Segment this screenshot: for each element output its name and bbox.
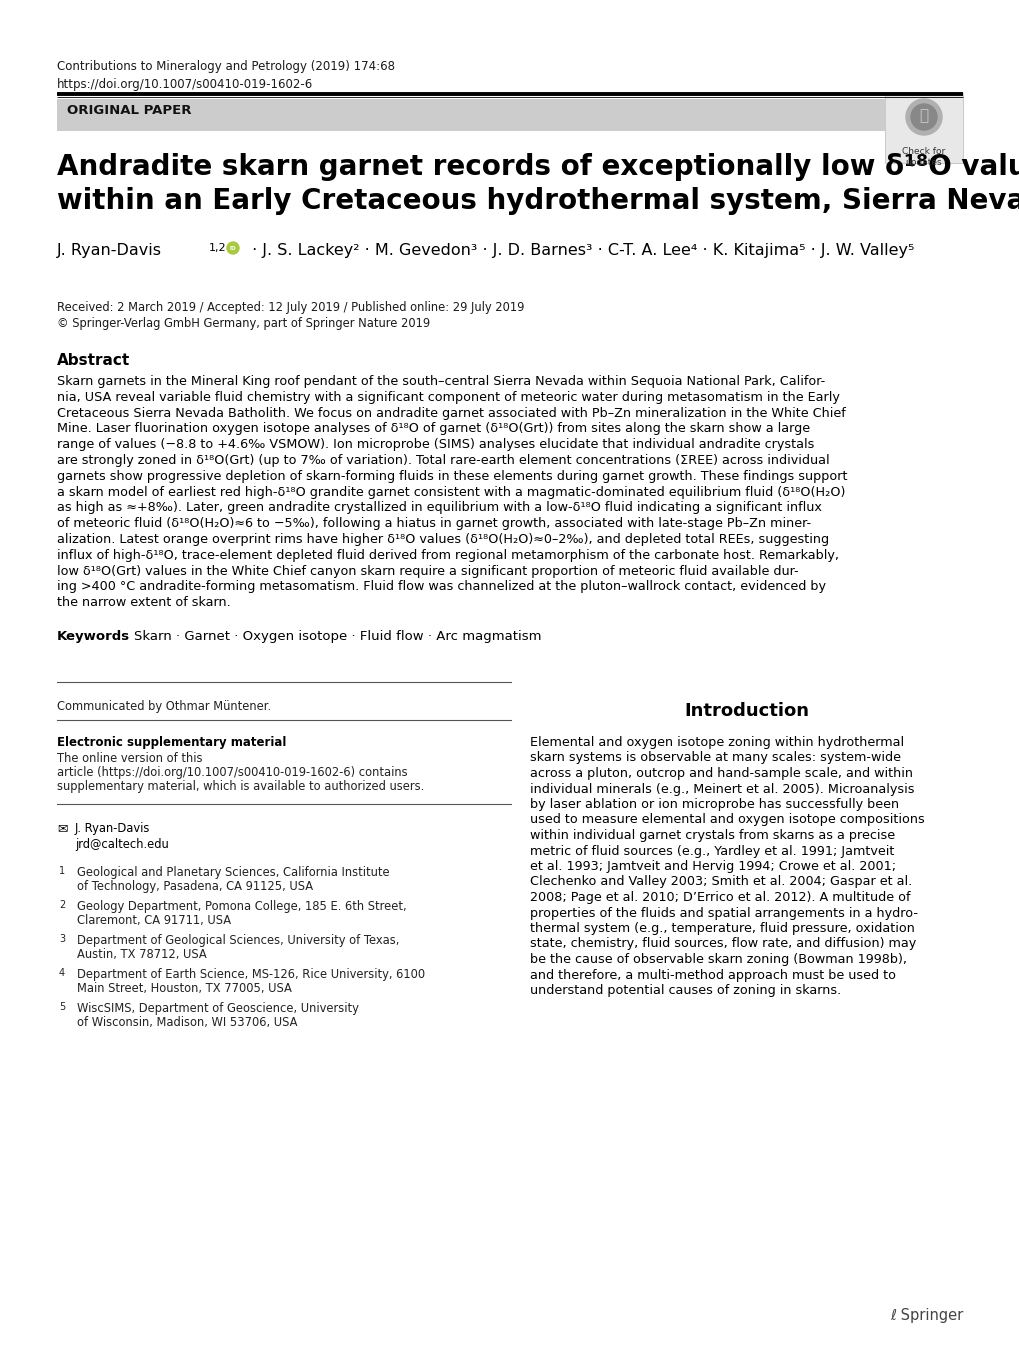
- Text: article (https://doi.org/10.1007/s00410-019-1602-6) contains: article (https://doi.org/10.1007/s00410-…: [57, 766, 408, 779]
- Text: Communicated by Othmar Müntener.: Communicated by Othmar Müntener.: [57, 701, 271, 713]
- Text: jrd@caltech.edu: jrd@caltech.edu: [75, 837, 168, 851]
- Text: https://doi.org/10.1007/s00410-019-1602-6: https://doi.org/10.1007/s00410-019-1602-…: [57, 79, 313, 91]
- Text: a skarn model of earliest red high-δ¹⁸O grandite garnet consistent with a magmat: a skarn model of earliest red high-δ¹⁸O …: [57, 485, 845, 499]
- Text: within an Early Cretaceous hydrothermal system, Sierra Nevada, CA: within an Early Cretaceous hydrothermal …: [57, 187, 1019, 215]
- Text: of meteoric fluid (δ¹⁸O(H₂O)≈6 to −5‰), following a hiatus in garnet growth, ass: of meteoric fluid (δ¹⁸O(H₂O)≈6 to −5‰), …: [57, 518, 810, 530]
- Text: garnets show progressive depletion of skarn-forming fluids in these elements dur: garnets show progressive depletion of sk…: [57, 470, 847, 482]
- Text: 2: 2: [59, 900, 65, 911]
- Text: thermal system (e.g., temperature, fluid pressure, oxidation: thermal system (e.g., temperature, fluid…: [530, 921, 914, 935]
- Text: Main Street, Houston, TX 77005, USA: Main Street, Houston, TX 77005, USA: [76, 982, 291, 995]
- Text: supplementary material, which is available to authorized users.: supplementary material, which is availab…: [57, 780, 424, 793]
- Text: Geology Department, Pomona College, 185 E. 6th Street,: Geology Department, Pomona College, 185 …: [76, 900, 407, 913]
- FancyBboxPatch shape: [884, 93, 962, 163]
- Text: 4: 4: [59, 967, 65, 978]
- Circle shape: [227, 243, 238, 253]
- Text: Department of Geological Sciences, University of Texas,: Department of Geological Sciences, Unive…: [76, 934, 399, 947]
- Text: Check for
updates: Check for updates: [902, 146, 945, 167]
- Text: Andradite skarn garnet records of exceptionally low δ¹⁸O values: Andradite skarn garnet records of except…: [57, 153, 1019, 182]
- Text: Claremont, CA 91711, USA: Claremont, CA 91711, USA: [76, 915, 231, 927]
- Text: skarn systems is observable at many scales: system-wide: skarn systems is observable at many scal…: [530, 752, 900, 764]
- Text: metric of fluid sources (e.g., Yardley et al. 1991; Jamtveit: metric of fluid sources (e.g., Yardley e…: [530, 844, 894, 858]
- Text: iD: iD: [229, 245, 236, 251]
- Text: ⧗: ⧗: [918, 108, 927, 123]
- Text: Introduction: Introduction: [684, 702, 808, 720]
- Text: as high as ≈+8‰). Later, green andradite crystallized in equilibrium with a low-: as high as ≈+8‰). Later, green andradite…: [57, 501, 821, 515]
- Text: understand potential causes of zoning in skarns.: understand potential causes of zoning in…: [530, 984, 841, 997]
- Text: Austin, TX 78712, USA: Austin, TX 78712, USA: [76, 948, 207, 961]
- Text: 1: 1: [59, 866, 65, 875]
- Text: Elemental and oxygen isotope zoning within hydrothermal: Elemental and oxygen isotope zoning with…: [530, 736, 903, 749]
- Text: influx of high-δ¹⁸O, trace-element depleted fluid derived from regional metamorp: influx of high-δ¹⁸O, trace-element deple…: [57, 549, 839, 562]
- Text: state, chemistry, fluid sources, flow rate, and diffusion) may: state, chemistry, fluid sources, flow ra…: [530, 938, 915, 950]
- Text: © Springer-Verlag GmbH Germany, part of Springer Nature 2019: © Springer-Verlag GmbH Germany, part of …: [57, 317, 430, 331]
- Text: Keywords: Keywords: [57, 630, 130, 644]
- FancyBboxPatch shape: [57, 99, 962, 131]
- Text: Received: 2 March 2019 / Accepted: 12 July 2019 / Published online: 29 July 2019: Received: 2 March 2019 / Accepted: 12 Ju…: [57, 301, 524, 314]
- Text: ORIGINAL PAPER: ORIGINAL PAPER: [67, 104, 192, 117]
- Text: · J. S. Lackey² · M. Gevedon³ · J. D. Barnes³ · C-T. A. Lee⁴ · K. Kitajima⁵ · J.: · J. S. Lackey² · M. Gevedon³ · J. D. Ba…: [247, 243, 913, 257]
- Text: WiscSIMS, Department of Geoscience, University: WiscSIMS, Department of Geoscience, Univ…: [76, 1001, 359, 1015]
- Text: Abstract: Abstract: [57, 354, 130, 369]
- Text: Clechenko and Valley 2003; Smith et al. 2004; Gaspar et al.: Clechenko and Valley 2003; Smith et al. …: [530, 875, 911, 889]
- Text: low δ¹⁸O(Grt) values in the White Chief canyon skarn require a significant propo: low δ¹⁸O(Grt) values in the White Chief …: [57, 565, 798, 577]
- Text: alization. Latest orange overprint rims have higher δ¹⁸O values (δ¹⁸O(H₂O)≈0–2‰): alization. Latest orange overprint rims …: [57, 533, 828, 546]
- Text: 5: 5: [59, 1001, 65, 1012]
- Text: within individual garnet crystals from skarns as a precise: within individual garnet crystals from s…: [530, 829, 895, 841]
- Text: Contributions to Mineralogy and Petrology (2019) 174:68: Contributions to Mineralogy and Petrolog…: [57, 60, 394, 73]
- Text: Skarn · Garnet · Oxygen isotope · Fluid flow · Arc magmatism: Skarn · Garnet · Oxygen isotope · Fluid …: [133, 630, 541, 644]
- Text: Geological and Planetary Sciences, California Institute: Geological and Planetary Sciences, Calif…: [76, 866, 389, 879]
- Text: by laser ablation or ion microprobe has successfully been: by laser ablation or ion microprobe has …: [530, 798, 898, 812]
- Text: individual minerals (e.g., Meinert et al. 2005). Microanalysis: individual minerals (e.g., Meinert et al…: [530, 782, 914, 795]
- Text: Skarn garnets in the Mineral King roof pendant of the south–central Sierra Nevad: Skarn garnets in the Mineral King roof p…: [57, 375, 824, 388]
- Text: across a pluton, outcrop and hand-sample scale, and within: across a pluton, outcrop and hand-sample…: [530, 767, 912, 780]
- Text: 2008; Page et al. 2010; D’Errico et al. 2012). A multitude of: 2008; Page et al. 2010; D’Errico et al. …: [530, 892, 910, 904]
- Text: properties of the fluids and spatial arrangements in a hydro-: properties of the fluids and spatial arr…: [530, 906, 917, 920]
- Circle shape: [905, 99, 942, 136]
- Text: J. Ryan-Davis: J. Ryan-Davis: [57, 243, 162, 257]
- Text: be the cause of observable skarn zoning (Bowman 1998b),: be the cause of observable skarn zoning …: [530, 953, 906, 966]
- Text: J. Ryan-Davis: J. Ryan-Davis: [75, 822, 150, 835]
- Text: ✉: ✉: [57, 822, 67, 835]
- Text: et al. 1993; Jamtveit and Hervig 1994; Crowe et al. 2001;: et al. 1993; Jamtveit and Hervig 1994; C…: [530, 860, 896, 873]
- Text: the narrow extent of skarn.: the narrow extent of skarn.: [57, 596, 230, 610]
- Text: 1,2: 1,2: [209, 243, 226, 253]
- Text: 3: 3: [59, 934, 65, 944]
- Text: Cretaceous Sierra Nevada Batholith. We focus on andradite garnet associated with: Cretaceous Sierra Nevada Batholith. We f…: [57, 406, 845, 420]
- Text: The online version of this: The online version of this: [57, 752, 203, 766]
- Text: of Wisconsin, Madison, WI 53706, USA: of Wisconsin, Madison, WI 53706, USA: [76, 1016, 298, 1028]
- Text: and therefore, a multi-method approach must be used to: and therefore, a multi-method approach m…: [530, 969, 895, 981]
- Text: nia, USA reveal variable fluid chemistry with a significant component of meteori: nia, USA reveal variable fluid chemistry…: [57, 390, 839, 404]
- Text: of Technology, Pasadena, CA 91125, USA: of Technology, Pasadena, CA 91125, USA: [76, 879, 313, 893]
- Text: Mine. Laser fluorination oxygen isotope analyses of δ¹⁸O of garnet (δ¹⁸O(Grt)) f: Mine. Laser fluorination oxygen isotope …: [57, 423, 809, 435]
- Text: are strongly zoned in δ¹⁸O(Grt) (up to 7‰ of variation). Total rare-earth elemen: are strongly zoned in δ¹⁸O(Grt) (up to 7…: [57, 454, 828, 467]
- Text: Department of Earth Science, MS-126, Rice University, 6100: Department of Earth Science, MS-126, Ric…: [76, 967, 425, 981]
- Text: Electronic supplementary material: Electronic supplementary material: [57, 736, 286, 749]
- Text: used to measure elemental and oxygen isotope compositions: used to measure elemental and oxygen iso…: [530, 813, 924, 827]
- Circle shape: [910, 104, 936, 130]
- Text: ℓ Springer: ℓ Springer: [889, 1308, 962, 1322]
- Text: ing >400 °C andradite-forming metasomatism. Fluid flow was channelized at the pl: ing >400 °C andradite-forming metasomati…: [57, 580, 825, 593]
- Text: range of values (−8.8 to +4.6‰ VSMOW). Ion microprobe (SIMS) analyses elucidate : range of values (−8.8 to +4.6‰ VSMOW). I…: [57, 438, 813, 451]
